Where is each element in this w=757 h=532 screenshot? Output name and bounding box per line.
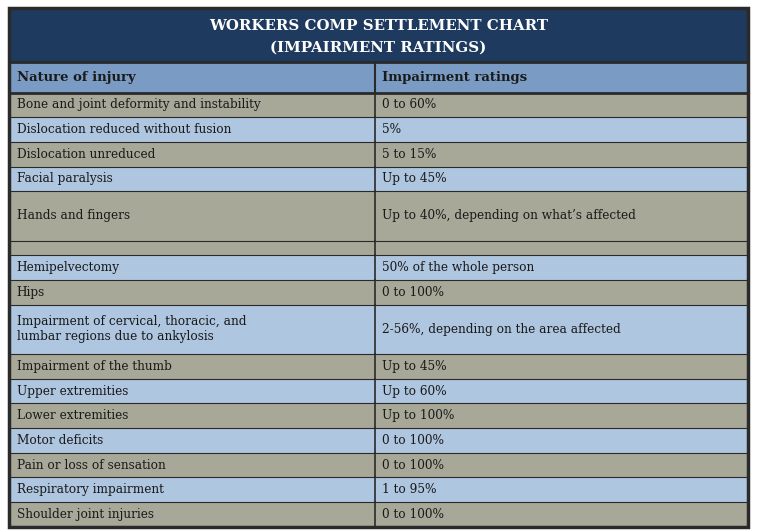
Bar <box>9 280 748 305</box>
Text: Bone and joint deformity and instability: Bone and joint deformity and instability <box>17 98 260 111</box>
Bar <box>9 379 748 403</box>
Text: Hemipelvectomy: Hemipelvectomy <box>17 261 120 274</box>
Bar <box>9 191 748 240</box>
Text: Motor deficits: Motor deficits <box>17 434 103 447</box>
Text: Impairment ratings: Impairment ratings <box>382 71 528 84</box>
Bar <box>9 428 748 453</box>
Text: Hips: Hips <box>17 286 45 299</box>
Text: Upper extremities: Upper extremities <box>17 385 128 397</box>
Text: Pain or loss of sensation: Pain or loss of sensation <box>17 459 165 471</box>
Bar <box>9 62 748 93</box>
Text: 5 to 15%: 5 to 15% <box>382 148 437 161</box>
Text: 5%: 5% <box>382 123 401 136</box>
Text: Up to 60%: Up to 60% <box>382 385 447 397</box>
Text: Nature of injury: Nature of injury <box>17 71 136 84</box>
Bar <box>9 453 748 477</box>
Text: Hands and fingers: Hands and fingers <box>17 210 129 222</box>
Text: Lower extremities: Lower extremities <box>17 409 128 422</box>
Bar <box>9 502 748 527</box>
Text: 0 to 100%: 0 to 100% <box>382 459 444 471</box>
Text: 0 to 100%: 0 to 100% <box>382 508 444 521</box>
Text: Up to 45%: Up to 45% <box>382 360 447 373</box>
Text: Respiratory impairment: Respiratory impairment <box>17 483 164 496</box>
Text: 1 to 95%: 1 to 95% <box>382 483 437 496</box>
Text: Shoulder joint injuries: Shoulder joint injuries <box>17 508 154 521</box>
Bar <box>9 142 748 167</box>
Bar <box>9 167 748 191</box>
Text: 0 to 60%: 0 to 60% <box>382 98 437 111</box>
Text: Facial paralysis: Facial paralysis <box>17 172 112 185</box>
Text: Up to 100%: Up to 100% <box>382 409 455 422</box>
Text: Dislocation reduced without fusion: Dislocation reduced without fusion <box>17 123 231 136</box>
Bar <box>9 354 748 379</box>
Text: Impairment of cervical, thoracic, and
lumbar regions due to ankylosis: Impairment of cervical, thoracic, and lu… <box>17 315 246 343</box>
Bar <box>9 477 748 502</box>
Text: 0 to 100%: 0 to 100% <box>382 434 444 447</box>
Text: Up to 45%: Up to 45% <box>382 172 447 185</box>
Bar <box>9 117 748 142</box>
Bar <box>9 305 748 354</box>
Bar <box>9 403 748 428</box>
Text: Dislocation unreduced: Dislocation unreduced <box>17 148 155 161</box>
Text: WORKERS COMP SETTLEMENT CHART: WORKERS COMP SETTLEMENT CHART <box>209 19 548 33</box>
Bar <box>9 255 748 280</box>
Bar <box>9 240 748 255</box>
Bar <box>9 8 748 62</box>
Text: 50% of the whole person: 50% of the whole person <box>382 261 534 274</box>
Text: 0 to 100%: 0 to 100% <box>382 286 444 299</box>
Text: 2-56%, depending on the area affected: 2-56%, depending on the area affected <box>382 323 621 336</box>
Text: Impairment of the thumb: Impairment of the thumb <box>17 360 172 373</box>
Text: (IMPAIRMENT RATINGS): (IMPAIRMENT RATINGS) <box>270 41 487 55</box>
Text: Up to 40%, depending on what’s affected: Up to 40%, depending on what’s affected <box>382 210 636 222</box>
Bar <box>9 93 748 117</box>
